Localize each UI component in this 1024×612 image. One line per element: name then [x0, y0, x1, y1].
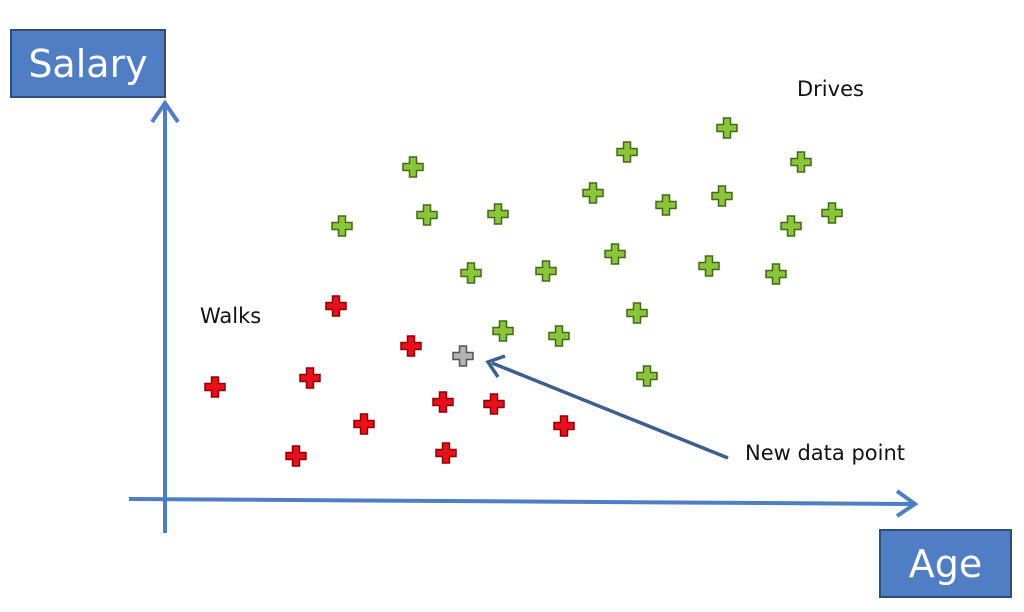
x-axis-arrowhead — [895, 489, 919, 518]
data-points — [204, 117, 843, 467]
drives-point — [460, 262, 482, 284]
walks-point — [285, 445, 307, 467]
walks-point — [553, 415, 575, 437]
walks-point — [483, 393, 505, 415]
walks-point — [400, 335, 422, 357]
walks-point — [204, 376, 226, 398]
walks-class-label: Walks — [200, 304, 262, 328]
new-point-pointer-line — [491, 361, 729, 460]
new-data-point-label: New data point — [745, 441, 906, 465]
drives-point — [487, 203, 509, 225]
x-axis-label: Age — [908, 541, 983, 586]
walks-point — [353, 413, 375, 435]
drives-point — [716, 117, 738, 139]
drives-point — [636, 365, 658, 387]
drives-point — [626, 302, 648, 324]
x-axis-line — [128, 497, 915, 506]
walks-point — [299, 367, 321, 389]
drives-point — [655, 194, 677, 216]
drives-point — [765, 263, 787, 285]
drives-point — [331, 215, 353, 237]
drives-point — [616, 141, 638, 163]
drives-class-label: Drives — [797, 77, 864, 101]
drives-point — [711, 185, 733, 207]
drives-point — [548, 325, 570, 347]
drives-point — [780, 215, 802, 237]
drives-point — [698, 255, 720, 277]
y-axis-arrowhead — [150, 99, 180, 124]
x-axis-label-box: Age — [879, 529, 1012, 598]
drives-point — [535, 260, 557, 282]
walks-point — [325, 295, 347, 317]
drives-point — [492, 320, 514, 342]
drives-point — [582, 182, 604, 204]
new-data-point-marker — [452, 345, 474, 367]
drives-point — [821, 202, 843, 224]
walks-point — [435, 442, 457, 464]
new-point-pointer-arrowhead — [485, 354, 506, 378]
drives-point — [416, 204, 438, 226]
walks-point — [432, 391, 454, 413]
y-axis-label: Salary — [28, 41, 148, 86]
drives-point — [604, 243, 626, 265]
drives-point — [790, 151, 812, 173]
drives-point — [402, 156, 424, 178]
y-axis-label-box: Salary — [10, 29, 166, 98]
